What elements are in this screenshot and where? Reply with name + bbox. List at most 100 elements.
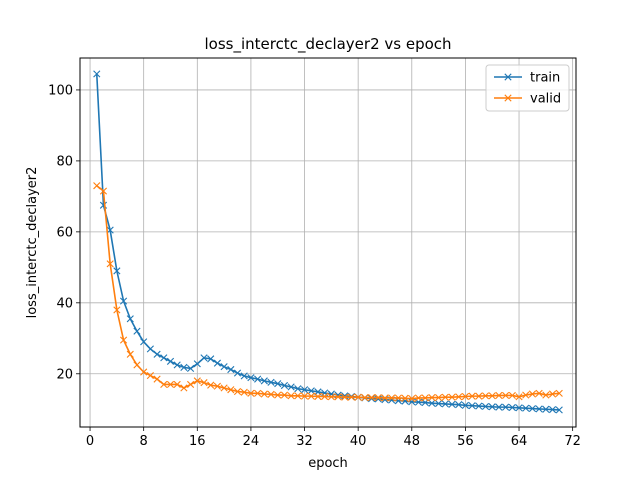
data-point-valid xyxy=(381,394,389,402)
data-point-valid xyxy=(300,392,309,400)
data-point-valid xyxy=(173,380,181,389)
data-point-valid xyxy=(475,392,483,400)
data-point-train xyxy=(461,401,469,409)
data-point-valid xyxy=(294,392,302,400)
data-point-train xyxy=(441,400,449,408)
grid xyxy=(80,58,576,427)
data-point-train xyxy=(126,315,134,323)
data-point-train xyxy=(495,403,503,411)
data-point-valid xyxy=(528,390,537,398)
data-point-train xyxy=(254,375,262,383)
data-point-valid xyxy=(495,391,503,400)
data-point-train xyxy=(455,401,463,409)
data-point-train xyxy=(435,399,443,408)
data-point-valid xyxy=(535,389,543,397)
data-point-valid xyxy=(435,393,443,402)
data-point-valid xyxy=(461,392,469,401)
data-point-valid xyxy=(354,393,362,401)
data-point-train xyxy=(475,402,483,410)
y-tick-label: 40 xyxy=(56,296,73,311)
y-tick-label: 80 xyxy=(56,154,73,169)
data-point-train xyxy=(502,403,510,411)
data-point-valid xyxy=(428,393,436,402)
axis-ticks: 0 8 16 24 32 40 48 56 64 72 20 40 60 80 100 xyxy=(48,83,581,449)
data-point-train xyxy=(113,267,121,275)
data-point-train xyxy=(260,377,268,385)
data-point-train xyxy=(93,70,101,78)
legend-label-valid: valid xyxy=(530,92,561,107)
data-point-valid xyxy=(287,392,295,400)
data-point-valid xyxy=(374,393,382,402)
data-point-valid xyxy=(119,336,128,344)
data-point-valid xyxy=(448,393,456,401)
data-point-valid xyxy=(240,388,248,396)
x-tick-label: 8 xyxy=(140,434,148,449)
data-point-valid xyxy=(99,187,108,195)
data-point-valid xyxy=(421,394,429,402)
data-point-train xyxy=(548,406,557,414)
data-point-valid xyxy=(106,260,114,268)
data-point-train xyxy=(146,345,154,353)
data-point-train xyxy=(207,355,215,363)
data-point-valid xyxy=(488,392,496,400)
data-point-train xyxy=(140,338,148,346)
data-point-train xyxy=(133,327,141,335)
data-point-train xyxy=(522,404,530,412)
data-point-valid xyxy=(548,390,557,398)
data-point-valid xyxy=(367,393,376,402)
plot-frame xyxy=(79,57,577,428)
data-point-train xyxy=(220,363,228,371)
data-point-train xyxy=(267,378,275,386)
x-tick-label: 24 xyxy=(243,434,260,449)
data-point-train xyxy=(247,374,255,382)
data-point-train xyxy=(535,405,543,413)
data-point-train xyxy=(300,386,309,394)
data-point-train xyxy=(233,369,242,377)
data-point-valid xyxy=(280,391,289,399)
x-tick-label: 40 xyxy=(350,434,367,449)
data-point-train xyxy=(287,383,295,391)
data-point-train xyxy=(468,402,476,410)
data-point-valid xyxy=(555,389,563,397)
data-point-valid xyxy=(260,390,268,398)
data-point-valid xyxy=(207,381,215,389)
data-point-valid xyxy=(146,371,154,380)
data-point-valid xyxy=(361,393,369,402)
data-point-valid xyxy=(153,375,161,383)
data-point-valid xyxy=(522,391,530,399)
data-point-train xyxy=(173,361,181,369)
data-point-valid xyxy=(140,368,148,376)
data-point-valid xyxy=(126,350,134,358)
data-point-train xyxy=(119,297,128,305)
data-point-valid xyxy=(93,182,101,190)
data-point-valid xyxy=(347,393,356,401)
data-point-valid xyxy=(187,380,195,389)
data-point-valid xyxy=(133,361,141,369)
x-tick-label: 0 xyxy=(86,434,94,449)
x-tick-label: 64 xyxy=(511,434,528,449)
data-point-valid xyxy=(233,387,242,396)
data-point-valid xyxy=(502,391,510,400)
data-point-train xyxy=(367,395,376,403)
data-point-train xyxy=(193,360,201,368)
legend: train valid xyxy=(485,64,570,112)
data-point-valid xyxy=(247,389,255,397)
data-point-valid xyxy=(321,392,329,401)
data-point-train xyxy=(488,403,496,411)
y-tick-label: 60 xyxy=(56,225,73,240)
data-point-valid xyxy=(166,380,175,389)
data-point-train xyxy=(294,385,302,393)
data-point-train xyxy=(274,380,282,388)
data-point-valid xyxy=(334,393,342,401)
chart-title: loss_interctc_declayer2 vs epoch xyxy=(204,35,451,54)
data-point-valid xyxy=(508,391,516,400)
data-point-valid xyxy=(307,392,315,400)
data-point-valid xyxy=(200,379,208,387)
data-point-valid xyxy=(193,377,201,385)
data-point-valid xyxy=(394,394,402,402)
data-point-valid xyxy=(341,393,349,401)
data-point-valid xyxy=(481,392,490,400)
data-point-valid xyxy=(414,394,423,402)
data-point-train xyxy=(180,363,188,371)
